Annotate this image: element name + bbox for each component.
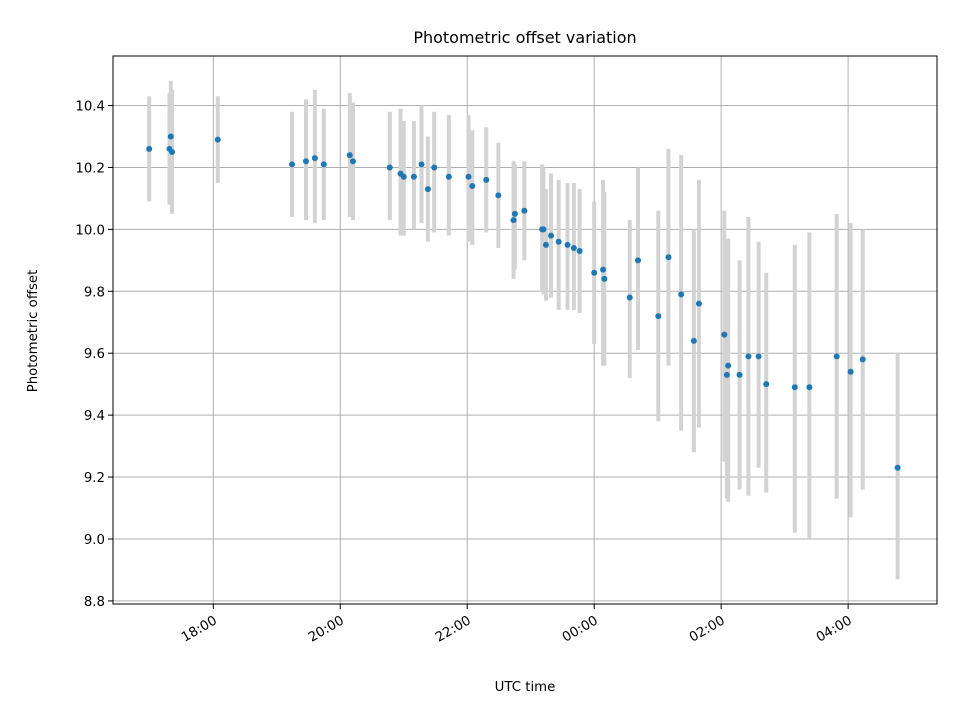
data-point [721, 331, 728, 338]
data-point [386, 164, 393, 171]
y-tick-label: 9.0 [84, 533, 105, 548]
data-point [725, 362, 732, 369]
data-point [570, 244, 577, 251]
data-point [465, 173, 472, 180]
data-point [655, 313, 662, 320]
data-point [311, 155, 318, 162]
data-point [634, 257, 641, 264]
data-point [289, 161, 296, 168]
data-point [167, 133, 174, 140]
data-points [146, 133, 901, 471]
data-point [555, 238, 562, 245]
data-point [495, 192, 502, 199]
data-point [600, 266, 607, 273]
data-point [410, 173, 417, 180]
data-point [483, 176, 490, 183]
y-tick-label: 9.6 [84, 347, 105, 362]
data-point [591, 269, 598, 276]
data-point [400, 173, 407, 180]
y-tick-label: 8.8 [84, 595, 105, 610]
data-point [678, 291, 685, 298]
data-point [806, 384, 813, 391]
data-point [510, 217, 517, 224]
chart-title: Photometric offset variation [413, 28, 636, 47]
data-point [745, 353, 752, 360]
data-point [469, 183, 476, 190]
y-tick-label: 10.2 [75, 161, 105, 176]
data-point [690, 337, 697, 344]
y-tick-label: 9.2 [84, 471, 105, 486]
y-tick-label: 10.0 [75, 223, 105, 238]
y-tick-label: 9.8 [84, 285, 105, 300]
data-point [445, 173, 452, 180]
y-axis-label: Photometric offset [26, 270, 41, 393]
data-point [540, 226, 547, 233]
data-point [755, 353, 762, 360]
data-point [833, 353, 840, 360]
plot-area [113, 56, 937, 604]
y-axis-ticks: 8.8 9.0 9.2 9.4 9.6 9.8 10.0 10.2 10.4 [75, 100, 113, 610]
data-point [320, 161, 327, 168]
data-point [859, 356, 866, 363]
data-point [214, 136, 221, 143]
data-point [511, 210, 518, 217]
data-point [346, 152, 353, 159]
data-point [626, 294, 633, 301]
data-point [302, 158, 309, 165]
data-point [736, 371, 743, 378]
data-point [576, 248, 583, 255]
x-axis-label: UTC time [495, 680, 556, 695]
y-tick-label: 10.4 [75, 100, 105, 115]
data-point [146, 145, 153, 152]
data-point [542, 241, 549, 248]
data-point [894, 464, 901, 471]
data-point [431, 164, 438, 171]
y-tick-label: 9.4 [84, 409, 105, 424]
data-point [763, 381, 770, 388]
data-point [791, 384, 798, 391]
data-point [847, 368, 854, 375]
plot-frame [112, 55, 938, 605]
data-point [601, 275, 608, 282]
data-point [418, 161, 425, 168]
data-point [424, 186, 431, 193]
data-point [564, 241, 571, 248]
data-point [548, 232, 555, 239]
data-point [665, 254, 672, 261]
data-point [169, 148, 176, 155]
data-point [349, 158, 356, 165]
data-point [723, 371, 730, 378]
data-point [521, 207, 528, 214]
data-point [695, 300, 702, 307]
